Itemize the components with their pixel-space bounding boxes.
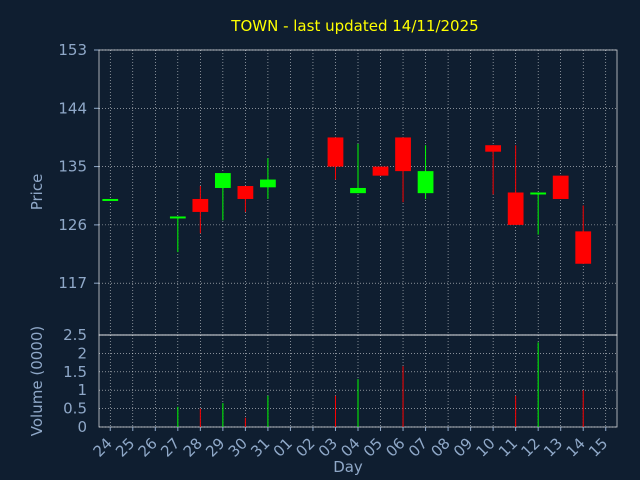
candle-body xyxy=(260,179,276,188)
candle-body xyxy=(350,187,366,194)
candle-body xyxy=(102,198,119,201)
candle-body xyxy=(417,171,434,194)
price-tick-label: 117 xyxy=(58,274,87,292)
price-panel: 153 144 135 126 117 xyxy=(58,41,618,427)
candle-body xyxy=(169,216,186,219)
volume-tick-label: 1 xyxy=(77,381,87,399)
x-axis-label: Day xyxy=(333,458,363,476)
candle-body xyxy=(530,192,547,195)
price-axis-label: Price xyxy=(28,174,46,211)
price-tick-label: 153 xyxy=(58,41,87,59)
candle-body xyxy=(192,198,209,212)
candle-body xyxy=(395,137,411,172)
volume-tick-label: 2.5 xyxy=(63,326,87,344)
candle-body xyxy=(575,231,592,264)
price-tick-label: 126 xyxy=(58,216,87,234)
volume-tick-label: 1.5 xyxy=(63,363,87,381)
volume-tick-label: 0.5 xyxy=(63,400,87,418)
price-tick-label: 144 xyxy=(58,99,87,117)
price-tick-label: 135 xyxy=(58,158,87,176)
volume-axis-label: Volume (0000) xyxy=(28,326,46,436)
volume-tick-label: 0 xyxy=(77,418,87,436)
candle-body xyxy=(485,145,502,152)
candle-body xyxy=(507,192,524,225)
volume-tick-label: 2 xyxy=(77,344,87,362)
chart-title: TOWN - last updated 14/11/2025 xyxy=(230,17,478,35)
candle-body xyxy=(327,137,344,167)
candle-body xyxy=(372,166,389,176)
candle-body xyxy=(552,175,569,199)
candle-body xyxy=(237,186,254,199)
candle-body xyxy=(214,173,231,188)
